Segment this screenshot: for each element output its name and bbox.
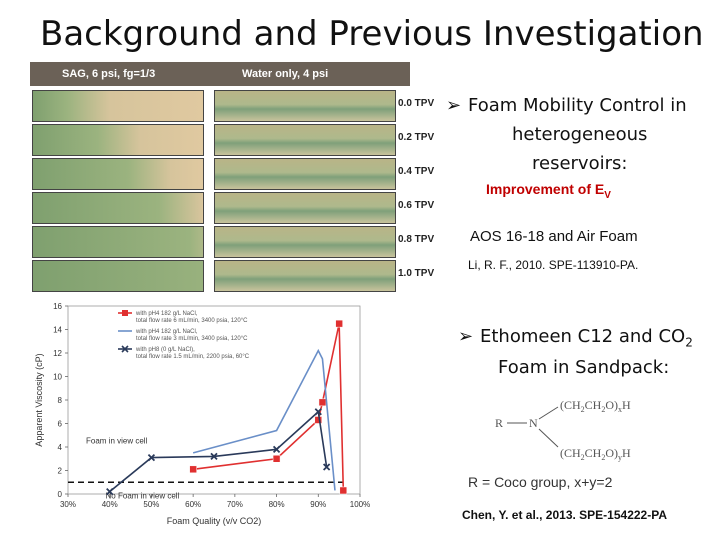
series-point-x [322,463,331,471]
legend-label: with pH4 182 g/L NaCl, [135,329,198,335]
series-point-square [318,398,327,407]
series-point-square [272,455,281,463]
bullet2-line1: Ethomeen C12 and CO2 [480,326,693,350]
water-core-strip [214,158,396,190]
y-tick-label: 2 [58,467,63,476]
photo-header-bar [30,62,410,86]
annotation-no-foam: No Foam in view cell [106,492,180,501]
y-tick-label: 0 [58,490,63,499]
series-point-square [335,319,343,328]
chart-plot-area [67,305,361,495]
series-point-x [147,453,156,462]
structure-r: R [495,416,503,430]
improvement-text: Improvement of EV [486,181,611,201]
sag-core-strip [32,124,204,156]
y-tick-label: 4 [58,443,63,452]
reference-1: Li, R. F., 2010. SPE-113910-PA. [468,258,639,272]
legend-label: total flow rate 3 mL/min, 3400 psia, 120… [136,336,248,342]
legend-label: total flow rate 1.5 mL/min, 2200 psia, 6… [136,354,250,360]
slide-title: Background and Previous Investigation [40,14,704,54]
photo-left-header: SAG, 6 psi, fg=1/3 [62,68,156,80]
bullet2-line2: Foam in Sandpack: [498,357,670,378]
coco-text: R = Coco group, x+y=2 [468,474,613,490]
sag-core-strip [32,226,204,258]
legend-label: with pH8 (0 g/L NaCl), [135,347,195,353]
tpv-label: 0.4 TPV [398,166,435,177]
y-tick-label: 14 [53,326,62,335]
y-axis-label: Apparent Viscosity (cP) [34,353,44,446]
sandpack-photo-panel: SAG, 6 psi, fg=1/3 Water only, 4 psi 0.0… [30,62,466,292]
x-tick-label: 40% [102,500,118,509]
structure-n: N [529,416,538,430]
sag-core-strip [32,192,204,224]
y-tick-label: 6 [58,420,63,429]
x-tick-label: 60% [185,500,201,509]
x-axis-label: Foam Quality (v/v CO2) [167,516,262,526]
sag-core-strip [32,260,204,292]
x-tick-label: 50% [143,500,159,509]
tpv-label: 0.2 TPV [398,132,435,143]
x-tick-label: 90% [310,500,326,509]
structure-top-group: (CH2CH2O)xH [560,398,631,414]
reference-2: Chen, Y. et al., 2013. SPE-154222-PA [462,508,667,522]
legend-marker [121,345,129,353]
sag-core-strip [32,158,204,190]
x-tick-label: 80% [269,500,285,509]
structure-bottom-group: (CH2CH2O)yH [560,446,631,462]
series-point-square [189,465,197,474]
series-point-square [339,486,348,495]
legend-marker [122,310,128,316]
bullet-arrow-1: ➢ [446,95,462,116]
water-core-strip [214,124,396,156]
y-tick-label: 8 [58,396,63,405]
annotation-foam: Foam in view cell [86,436,148,445]
water-core-strip [214,226,396,258]
series-line [192,348,336,491]
x-tick-label: 100% [350,500,370,509]
y-tick-label: 12 [53,349,62,358]
series-point-square [314,416,323,424]
viscosity-chart: 0 2 4 6 8 10 12 14 16 30% 40% 50% 60% 70% 80% 90% 100% Fo… [34,302,370,526]
ethomeen-structure-diagram: R N (CH2CH2O)xH (CH2CH2O)yH [495,398,631,462]
series-point-x [210,452,218,461]
tpv-label: 0.8 TPV [398,234,435,245]
bullet1-line3: reservoirs: [532,153,628,174]
water-core-strip [214,192,396,224]
water-core-strip [214,90,396,122]
y-tick-label: 10 [53,373,62,382]
x-tick-label: 30% [60,500,76,509]
tpv-label: 0.6 TPV [398,200,435,211]
series-point-x [314,408,322,416]
x-tick-label: 70% [227,500,243,509]
legend-label: with pH4 182 g/L NaCl, [135,311,198,317]
series-point-x [106,488,114,496]
series-line [109,410,328,493]
water-core-strip [214,260,396,292]
tpv-label: 1.0 TPV [398,268,435,279]
bullet-arrow-2: ➢ [458,326,474,347]
aos-text: AOS 16-18 and Air Foam [470,228,638,245]
series-point-x [272,445,281,453]
bullet1-line2: heterogeneous [512,124,648,145]
sag-core-strip [32,90,204,122]
photo-right-header: Water only, 4 psi [242,68,329,80]
legend-label: total flow rate 6 mL/min, 3400 psia, 120… [136,318,248,324]
tpv-label: 0.0 TPV [398,98,435,109]
y-tick-label: 16 [53,302,62,311]
bullet1-line1: Foam Mobility Control in [468,95,687,116]
series-line [193,323,345,491]
